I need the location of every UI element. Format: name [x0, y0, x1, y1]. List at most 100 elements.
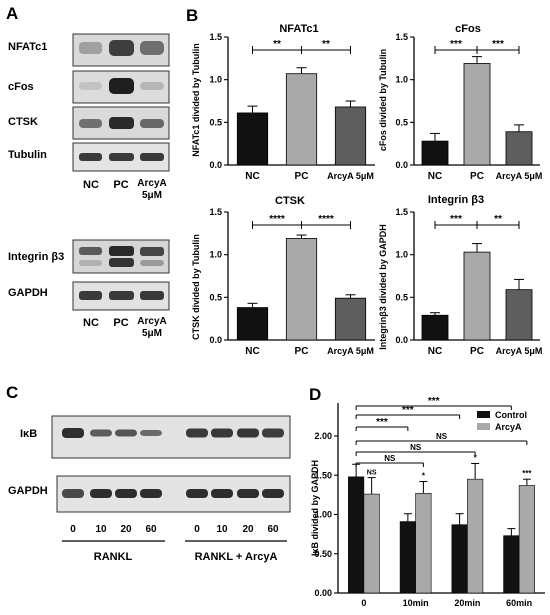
ikb-bands	[62, 428, 284, 438]
x-tick-label: ArcyA 5μM	[327, 346, 374, 356]
y-tick-label: 0.0	[209, 160, 222, 170]
band-cfos-nc	[79, 82, 102, 90]
significance-label: ***	[428, 396, 440, 407]
blot-label-ctsk: CTSK	[8, 116, 38, 128]
bar-annotation: *	[422, 472, 426, 481]
band-integrin-nc-low	[79, 260, 102, 266]
y-tick-label: 1.0	[209, 75, 222, 85]
x-tick-label: 20min	[454, 598, 480, 608]
x-tick-label: ArcyA 5μM	[327, 171, 374, 181]
x-tick-label: NC	[245, 346, 259, 357]
band-ikb-6	[211, 428, 233, 438]
blot-label-ikb: IκB	[20, 428, 37, 440]
time-label-8: 60	[267, 524, 279, 535]
band-gapdh-c-2	[90, 489, 112, 498]
y-tick-label: 1.0	[209, 250, 222, 260]
y-tick-label: 0.00	[314, 588, 332, 598]
band-ikb-7	[237, 428, 259, 438]
group-label-rankl-arcya: RANKL + ArcyA	[195, 551, 278, 563]
band-ikb-5	[186, 428, 208, 438]
bar-ArcyA-20min	[467, 478, 484, 594]
time-labels: 0 10 20 60 0 10 20 60	[70, 524, 279, 535]
bar-NC	[421, 140, 449, 166]
y-tick-label: 0.0	[395, 335, 408, 345]
significance-label: **	[322, 39, 330, 50]
band-cfos-pc	[109, 78, 134, 94]
bar-Control-60min	[503, 535, 520, 594]
significance-label: **	[494, 214, 502, 225]
x-tick-label: NC	[245, 171, 259, 182]
y-tick-label: 1.5	[209, 32, 222, 42]
x-tick-label: ArcyA 5μM	[496, 171, 543, 181]
time-label-6: 10	[216, 524, 228, 535]
y-tick-label: 0.5	[209, 117, 222, 127]
band-ikb-8	[262, 428, 284, 438]
panel-label-b: B	[186, 6, 198, 25]
band-ctsk-nc	[79, 119, 102, 128]
bar-ArcyA 5μM	[505, 131, 533, 166]
legend-label-control: Control	[495, 410, 527, 420]
bar-PC	[285, 73, 318, 166]
lane-label-pc-a1: PC	[113, 179, 128, 191]
significance-label: NS	[410, 443, 422, 452]
bar-Control-0	[348, 476, 365, 594]
time-label-5: 0	[194, 524, 200, 535]
panel-label-c: C	[6, 383, 18, 402]
bar-Control-20min	[451, 524, 468, 594]
blot-strip-integrin	[72, 239, 170, 274]
y-tick-label: 0.5	[209, 292, 222, 302]
band-nfatc1-pc	[109, 40, 134, 56]
band-integrin-pc-low	[109, 258, 134, 267]
band-integrin-pc-top	[109, 246, 134, 256]
panel-label-d: D	[309, 385, 321, 404]
band-integrin-arcya-top	[140, 247, 164, 256]
bar-NC	[236, 307, 269, 341]
chart-title: CTSK	[275, 195, 305, 207]
lane-label-nc-a1: NC	[83, 179, 99, 191]
bar-ArcyA-0	[363, 493, 380, 594]
y-tick-label: 0.5	[395, 292, 408, 302]
time-label-2: 10	[95, 524, 107, 535]
legend-swatch-control	[477, 411, 490, 418]
y-tick-label: 1.0	[395, 250, 408, 260]
significance-label: ***	[376, 417, 388, 428]
bar-ArcyA 5μM	[505, 289, 533, 341]
x-tick-label: PC	[295, 346, 309, 357]
band-gapdh-pc	[109, 291, 134, 300]
band-gapdh-c-5	[186, 489, 208, 498]
y-tick-label: 1.0	[395, 75, 408, 85]
lane-label-dose-a2: 5μM	[142, 328, 162, 339]
chart-ikb: IκB divided by GAPDH Control ArcyA 0.00 0…	[310, 396, 545, 608]
time-label-7: 20	[242, 524, 254, 535]
y-tick-label: 1.00	[314, 510, 332, 520]
y-axis-label: NFATc1 divided by Tubulin	[191, 43, 201, 157]
band-ikb-4	[140, 430, 162, 436]
band-gapdh-c-4	[140, 489, 162, 498]
significance-label: ***	[450, 214, 462, 225]
chart-integrin: Integrin β3 Integrinβ3 divided by GAPDH …	[378, 194, 542, 357]
significance-label: ***	[450, 39, 462, 50]
group-label-rankl: RANKL	[94, 551, 133, 563]
band-tubulin-nc	[79, 153, 102, 161]
lane-label-pc-a2: PC	[113, 317, 128, 329]
time-label-1: 0	[70, 524, 76, 535]
blot-panel-a: NFATc1 cFos CTSK Tubulin Integrin β3 GAP…	[8, 33, 170, 339]
blot-label-gapdh-c: GAPDH	[8, 485, 48, 497]
blot-label-gapdh-a: GAPDH	[8, 287, 48, 299]
lane-label-dose-a1: 5μM	[142, 190, 162, 201]
panel-label-a: A	[6, 4, 18, 23]
y-tick-label: 1.50	[314, 470, 332, 480]
bar-annotation: *	[474, 453, 478, 462]
significance-label: ****	[269, 214, 285, 225]
x-tick-label: 10min	[403, 598, 429, 608]
legend-swatch-arcya	[477, 423, 490, 430]
chart-title: NFATc1	[279, 23, 318, 35]
blot-label-integrin: Integrin β3	[8, 251, 64, 263]
y-tick-label: 0.50	[314, 549, 332, 559]
lane-label-arcya-a1: ArcyA	[137, 178, 166, 189]
band-gapdh-c-6	[211, 489, 233, 498]
band-tubulin-arcya	[140, 153, 164, 161]
chart-title: cFos	[455, 23, 481, 35]
y-tick-label: 0.5	[395, 117, 408, 127]
